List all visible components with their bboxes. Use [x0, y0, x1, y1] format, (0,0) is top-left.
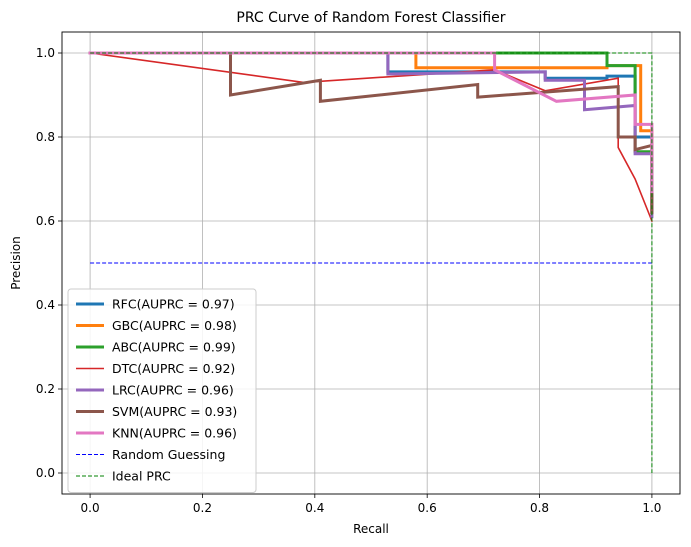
- y-tick-label: 0.4: [36, 298, 55, 312]
- x-tick-label: 0.4: [305, 501, 324, 515]
- y-tick-label: 0.8: [36, 130, 55, 144]
- legend-label-0: RFC(AUPRC = 0.97): [112, 297, 235, 312]
- x-tick-label: 0.2: [193, 501, 212, 515]
- axes: 0.0 0.2 0.4 0.6 0.8 1.0 0.0 0.2 0.4 0.6 0.8 1.0: [36, 46, 662, 515]
- legend-label-5: SVM(AUPRC = 0.93): [112, 404, 237, 419]
- plot-frame: [61, 31, 681, 495]
- series-line-6: [88, 51, 654, 194]
- y-tick-label: 0.2: [36, 382, 55, 396]
- series-line-8: [90, 52, 653, 473]
- series-line-5: [88, 51, 654, 215]
- legend-label-3: DTC(AUPRC = 0.92): [112, 361, 235, 376]
- x-tick-label: 1.0: [642, 501, 661, 515]
- x-tick-label: 0.8: [530, 501, 549, 515]
- chart-title: PRC Curve of Random Forest Classifier: [236, 10, 505, 26]
- y-axis-label: Precision: [9, 236, 23, 290]
- x-axis-label: Recall: [353, 522, 389, 536]
- legend-label-7: Random Guessing: [112, 447, 225, 462]
- y-tick-label: 0.6: [36, 214, 55, 228]
- legend: RFC(AUPRC = 0.97) GBC(AUPRC = 0.98) ABC(AU…: [67, 288, 257, 493]
- legend-label-6: KNN(AUPRC = 0.96): [112, 426, 237, 441]
- legend-label-4: LRC(AUPRC = 0.96): [112, 383, 234, 398]
- y-tick-label: 0.0: [36, 466, 55, 480]
- legend-label-8: Ideal PRC: [112, 469, 171, 484]
- series-line-3: [89, 52, 653, 223]
- y-tick-label: 1.0: [36, 46, 55, 60]
- legend-label-2: ABC(AUPRC = 0.99): [112, 340, 236, 355]
- legend-label-1: GBC(AUPRC = 0.98): [112, 318, 237, 333]
- x-tick-label: 0.0: [81, 501, 100, 515]
- series-line-4: [88, 51, 654, 219]
- x-tick-label: 0.6: [418, 501, 437, 515]
- plot-area: [88, 51, 654, 473]
- legend-box: [67, 288, 257, 493]
